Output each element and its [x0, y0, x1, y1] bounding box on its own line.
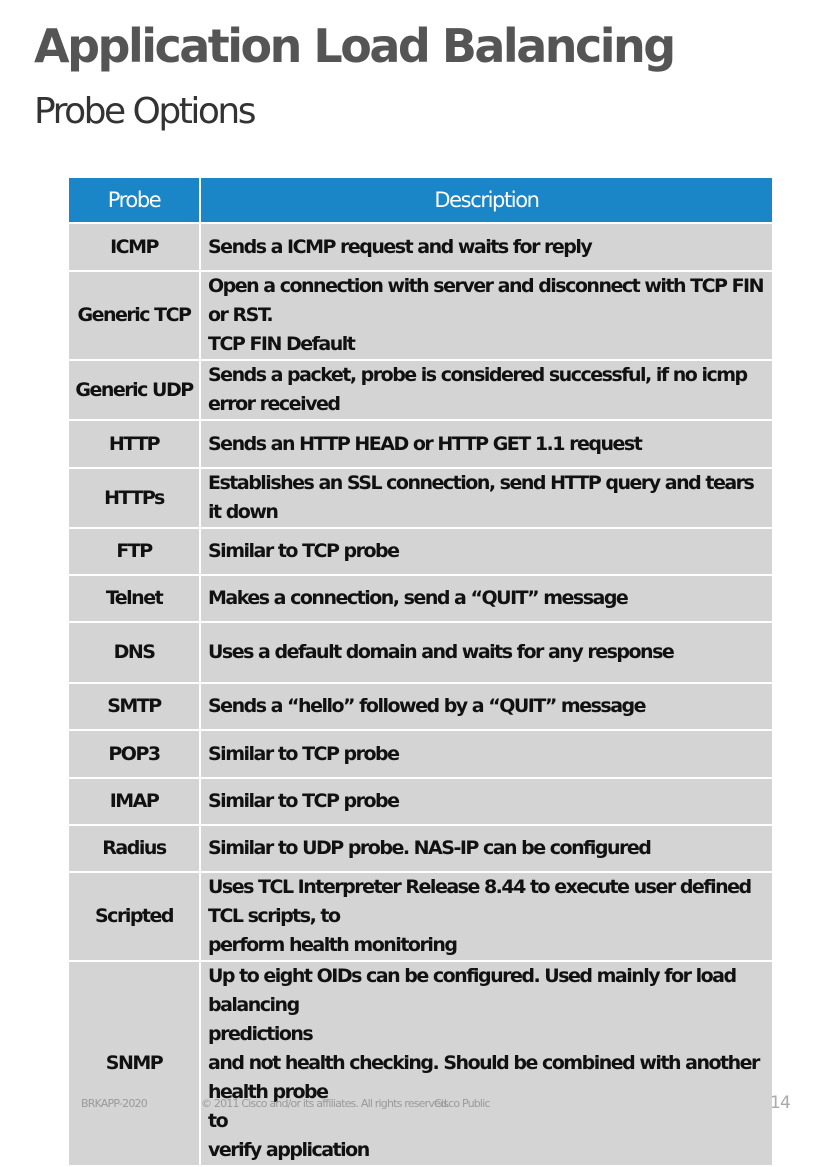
probe-name: SNMP [67, 960, 201, 1167]
probe-name: SMTP [67, 682, 201, 731]
slide-subtitle: Probe Options [34, 91, 256, 132]
table-row: Telnet Makes a connection, send a “QUIT”… [67, 574, 774, 623]
page-number: 14 [769, 1093, 791, 1113]
probe-description: Sends a “hello” followed by a “QUIT” mes… [199, 682, 774, 731]
probe-name: DNS [67, 621, 201, 684]
footer-copyright: © 2011 Cisco and/or its affiliates. All … [201, 1097, 450, 1110]
footer-session-code: BRKAPP-2020 [81, 1097, 148, 1110]
probe-description: Sends a packet, probe is considered succ… [199, 359, 774, 421]
probe-options-table: Probe Description ICMP Sends a ICMP requ… [67, 176, 774, 1167]
table-header-row: Probe Description [67, 176, 774, 224]
table-row: HTTPs Establishes an SSL connection, sen… [67, 467, 774, 529]
table-row: Generic UDP Sends a packet, probe is con… [67, 359, 774, 421]
table-row: POP3 Similar to TCP probe [67, 729, 774, 779]
probe-description: Sends a ICMP request and waits for reply [199, 222, 774, 272]
probe-description: Makes a connection, send a “QUIT” messag… [199, 574, 774, 623]
probe-description: Uses TCL Interpreter Release 8.44 to exe… [199, 871, 774, 962]
table-row: IMAP Similar to TCP probe [67, 777, 774, 826]
probe-name: Generic UDP [67, 359, 201, 421]
probe-name: IMAP [67, 777, 201, 826]
table-row: Radius Similar to UDP probe. NAS-IP can … [67, 824, 774, 873]
footer-classification: Cisco Public [434, 1097, 490, 1110]
probe-name: ICMP [67, 222, 201, 272]
probe-name: Generic TCP [67, 270, 201, 361]
table-row: ICMP Sends a ICMP request and waits for … [67, 222, 774, 272]
probe-description: Establishes an SSL connection, send HTTP… [199, 467, 774, 529]
probe-description: Sends an HTTP HEAD or HTTP GET 1.1 reque… [199, 419, 774, 469]
table-row: SNMP Up to eight OIDs can be configured.… [67, 960, 774, 1167]
probe-name: Radius [67, 824, 201, 873]
probe-description: Similar to TCP probe [199, 527, 774, 576]
probe-name: POP3 [67, 729, 201, 779]
probe-description: Similar to TCP probe [199, 777, 774, 826]
probe-description: Up to eight OIDs can be configured. Used… [199, 960, 774, 1167]
probe-name: FTP [67, 527, 201, 576]
table-row: Generic TCP Open a connection with serve… [67, 270, 774, 361]
probe-name: HTTPs [67, 467, 201, 529]
slide-title: Application Load Balancing [34, 19, 676, 73]
table-row: FTP Similar to TCP probe [67, 527, 774, 576]
table-row: SMTP Sends a “hello” followed by a “QUIT… [67, 682, 774, 731]
table-row: DNS Uses a default domain and waits for … [67, 621, 774, 684]
probe-name: Scripted [67, 871, 201, 962]
table-row: HTTP Sends an HTTP HEAD or HTTP GET 1.1 … [67, 419, 774, 469]
header-description: Description [199, 176, 774, 224]
table-row: Scripted Uses TCL Interpreter Release 8.… [67, 871, 774, 962]
probe-description: Open a connection with server and discon… [199, 270, 774, 361]
header-probe: Probe [67, 176, 201, 224]
probe-name: HTTP [67, 419, 201, 469]
probe-description: Similar to UDP probe. NAS-IP can be conf… [199, 824, 774, 873]
probe-description: Uses a default domain and waits for any … [199, 621, 774, 684]
probe-name: Telnet [67, 574, 201, 623]
probe-description: Similar to TCP probe [199, 729, 774, 779]
